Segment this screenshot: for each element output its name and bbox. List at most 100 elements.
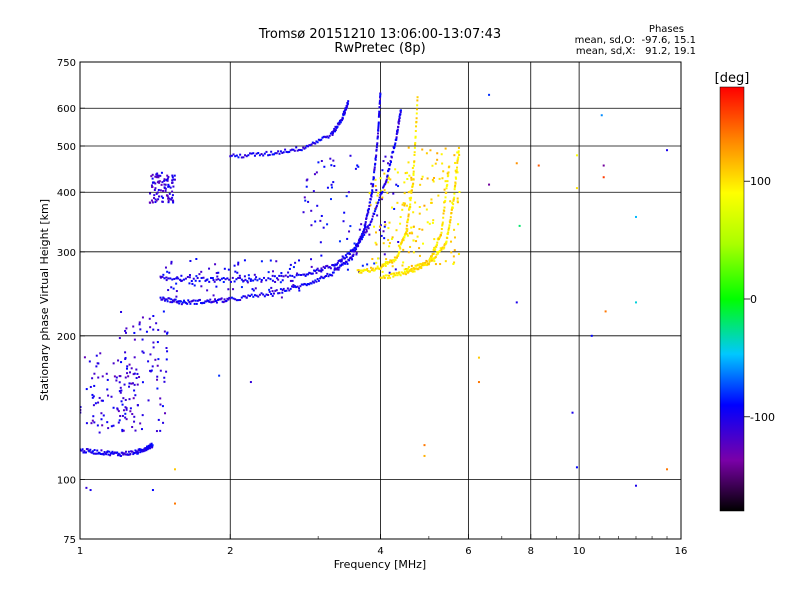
- x-tick-label: 2: [227, 546, 233, 557]
- trace-point: [309, 282, 312, 285]
- scatter-point: [195, 275, 198, 278]
- scatter-point: [156, 375, 159, 378]
- trace-point: [432, 252, 435, 255]
- isolated-point: [488, 93, 491, 96]
- trace-point: [109, 454, 112, 457]
- scatter-point: [95, 365, 98, 368]
- scatter-point: [453, 228, 456, 231]
- trace-point: [192, 299, 195, 302]
- trace-point: [274, 289, 277, 292]
- trace-point: [192, 277, 195, 280]
- scatter-point: [326, 223, 329, 226]
- scatter-point: [422, 242, 425, 245]
- trace-point: [171, 301, 174, 304]
- trace-point: [242, 279, 245, 282]
- scatter-point: [383, 189, 386, 192]
- scatter-point: [141, 338, 144, 341]
- trace-point: [355, 248, 358, 251]
- trace-point: [422, 262, 425, 265]
- trace-point: [319, 269, 322, 272]
- scatter-point: [381, 198, 384, 201]
- scatter-point: [412, 251, 415, 254]
- trace-point: [449, 216, 452, 219]
- scatter-point: [387, 181, 390, 184]
- trace-point: [190, 300, 193, 303]
- trace-point: [147, 447, 150, 450]
- scatter-point: [307, 200, 310, 203]
- trace-point: [420, 267, 423, 270]
- trace-point: [255, 294, 258, 297]
- scatter-point: [123, 383, 126, 386]
- trace-point: [402, 272, 405, 275]
- trace-point: [204, 300, 207, 303]
- scatter-point: [304, 199, 307, 202]
- scatter-point: [165, 347, 168, 349]
- scatter-point: [433, 260, 436, 263]
- trace-point: [348, 253, 351, 256]
- scatter-point: [452, 255, 455, 258]
- scatter-point: [368, 233, 371, 236]
- trace-point: [323, 275, 326, 278]
- trace-point: [371, 215, 374, 218]
- trace-point: [400, 240, 403, 243]
- scatter-point: [195, 258, 198, 260]
- scatter-point: [238, 274, 241, 277]
- scatter-point: [433, 176, 436, 179]
- trace-point: [375, 267, 378, 270]
- trace-point: [181, 279, 184, 282]
- scatter-point: [159, 189, 162, 192]
- trace-point: [416, 96, 419, 99]
- scatter-point: [157, 176, 160, 179]
- trace-point: [93, 449, 96, 452]
- trace-point: [372, 183, 375, 186]
- scatter-point: [167, 197, 170, 200]
- trace-point: [329, 267, 332, 270]
- scatter-point: [430, 201, 433, 204]
- scatter-point: [401, 208, 404, 211]
- scatter-point: [381, 196, 384, 199]
- scatter-point: [113, 375, 116, 378]
- trace-point: [209, 298, 212, 301]
- scatter-point: [164, 189, 167, 192]
- trace-point: [111, 450, 114, 453]
- trace-point: [410, 191, 413, 194]
- scatter-point: [164, 187, 167, 190]
- scatter-point: [162, 273, 165, 276]
- scatter-point: [431, 178, 434, 181]
- scatter-point: [165, 370, 168, 373]
- isolated-point: [174, 468, 176, 471]
- isolated-point: [174, 502, 176, 505]
- trace-point: [376, 142, 379, 145]
- trace-point: [260, 153, 263, 156]
- scatter-point: [156, 364, 159, 367]
- scatter-point: [349, 154, 352, 157]
- trace-point: [333, 264, 336, 267]
- scatter-point: [152, 315, 155, 318]
- scatter-point: [280, 296, 283, 299]
- phase-stats-heading: Phases: [648, 24, 684, 35]
- scatter-point: [222, 281, 225, 284]
- trace-point: [394, 258, 397, 261]
- trace-point: [258, 277, 261, 280]
- trace-point: [375, 154, 378, 157]
- scatter-point: [171, 181, 174, 184]
- scatter-point: [208, 267, 211, 270]
- trace-point: [401, 272, 404, 275]
- trace-point: [437, 238, 440, 240]
- trace-point: [382, 185, 385, 188]
- trace-point: [180, 303, 183, 306]
- scatter-point: [320, 267, 323, 270]
- trace-point: [100, 449, 103, 452]
- scatter-point: [149, 369, 152, 372]
- trace-point: [371, 267, 374, 270]
- trace-point: [229, 155, 232, 158]
- trace-point: [89, 448, 92, 451]
- trace-point: [235, 278, 238, 281]
- scatter-point: [133, 356, 136, 359]
- colorbar-tick-label: 100: [750, 175, 771, 188]
- trace-point: [435, 245, 438, 248]
- trace-point: [344, 257, 347, 260]
- trace-point: [386, 277, 389, 280]
- trace-point: [276, 277, 279, 280]
- scatter-point: [118, 419, 121, 422]
